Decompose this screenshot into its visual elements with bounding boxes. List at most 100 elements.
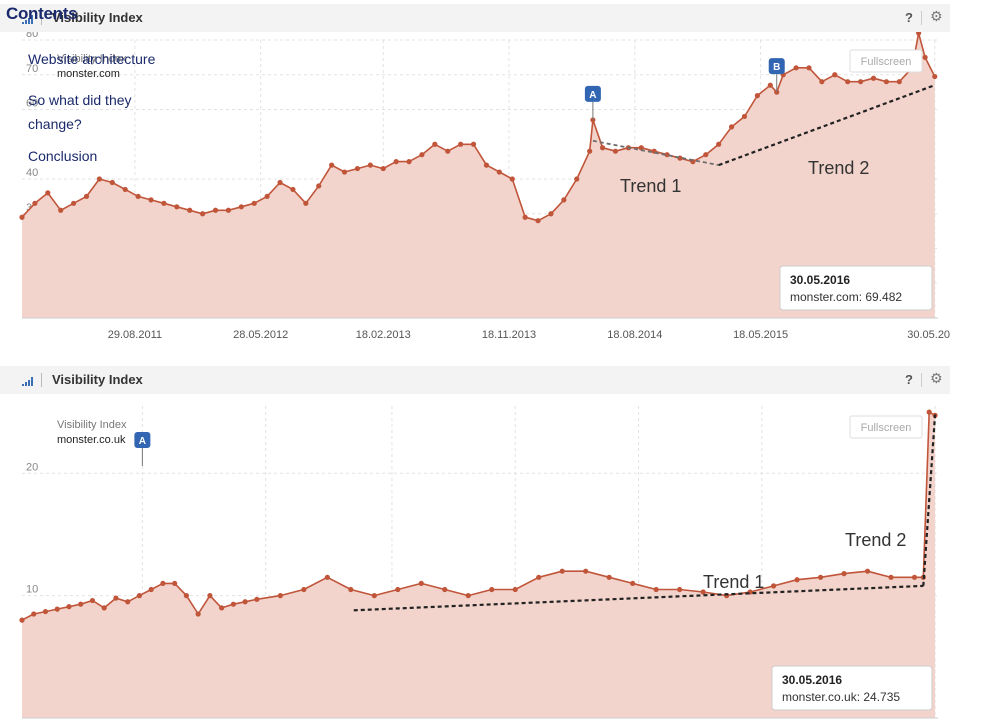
data-point <box>857 79 864 85</box>
data-point <box>19 617 25 623</box>
fullscreen-button[interactable]: Fullscreen <box>849 49 923 73</box>
data-point <box>548 211 554 217</box>
data-point <box>770 583 777 589</box>
legend-title: Visibility Index <box>57 419 127 431</box>
toc-link-what-did-they-change[interactable]: So what did they change? <box>28 92 132 132</box>
data-point <box>606 574 612 580</box>
gear-icon[interactable]: ⚙ <box>930 8 943 24</box>
data-point <box>187 207 193 213</box>
toc-link-conclusion[interactable]: Conclusion <box>28 148 98 164</box>
signal-bars-icon <box>22 15 33 24</box>
data-point <box>599 145 606 151</box>
data-point <box>559 568 565 574</box>
data-point <box>864 568 871 574</box>
signal-bars-icon <box>22 377 33 386</box>
data-point <box>348 586 354 593</box>
data-point <box>638 145 644 151</box>
data-point <box>395 586 401 593</box>
data-point <box>89 597 96 604</box>
help-button[interactable]: ? <box>905 372 913 387</box>
data-point <box>19 214 25 220</box>
trend-line <box>718 84 936 167</box>
data-point <box>212 207 219 213</box>
data-point <box>418 580 424 587</box>
data-point <box>136 593 143 599</box>
marker-badge <box>134 432 151 448</box>
data-point <box>819 79 825 85</box>
legend-title: Visibility Index <box>57 53 127 65</box>
data-point <box>160 580 166 587</box>
data-point <box>238 204 244 210</box>
data-point <box>101 605 107 611</box>
data-point <box>509 176 515 182</box>
data-point <box>583 568 589 574</box>
data-point <box>225 207 232 213</box>
data-point <box>832 72 838 78</box>
data-point <box>465 593 471 599</box>
data-point <box>700 589 706 595</box>
data-point <box>371 593 377 599</box>
panel-header: Visibility Index ? ⚙ <box>0 4 950 32</box>
data-point <box>242 599 248 605</box>
data-point <box>125 599 131 605</box>
legend-domain: monster.com <box>57 68 120 80</box>
data-point <box>195 611 201 617</box>
x-tick-label: 18.08.2014 <box>607 329 662 341</box>
tooltip-date: 30.05.2016 <box>790 273 850 287</box>
y-tick-label: 80 <box>26 32 38 40</box>
tooltip-box <box>779 265 933 311</box>
contents-title: Contents <box>6 4 78 23</box>
data-point <box>587 148 593 154</box>
data-point <box>703 152 709 158</box>
data-point <box>264 193 270 199</box>
data-point <box>677 586 683 593</box>
data-point <box>78 601 84 607</box>
data-point <box>290 186 296 193</box>
contents-overlay: Contents Website architecture So what di… <box>0 0 330 175</box>
fullscreen-button[interactable]: Fullscreen <box>849 415 923 439</box>
y-tick-label: 10 <box>26 584 38 596</box>
data-point <box>794 577 800 583</box>
data-point <box>512 586 518 593</box>
data-point <box>793 65 799 71</box>
tooltip-value: monster.com: 69.482 <box>790 290 902 304</box>
trend-label: Trend 2 <box>845 530 906 550</box>
data-point <box>109 179 115 186</box>
data-point <box>172 580 178 587</box>
data-point <box>83 193 90 199</box>
data-point <box>71 200 77 206</box>
data-point <box>277 179 283 186</box>
data-point <box>341 169 348 175</box>
data-point <box>45 190 51 196</box>
data-point <box>522 214 528 220</box>
data-point <box>31 611 37 617</box>
data-point <box>574 176 580 182</box>
help-button[interactable]: ? <box>905 10 913 25</box>
data-point <box>251 200 257 206</box>
data-point <box>716 141 722 147</box>
gear-icon[interactable]: ⚙ <box>930 370 943 386</box>
data-point <box>219 605 225 611</box>
x-tick-label: 30.05.2016 <box>907 329 950 341</box>
trend-line <box>922 414 937 586</box>
trend-label: Trend 2 <box>808 158 869 178</box>
data-point <box>741 113 748 120</box>
fullscreen-button-label: Fullscreen <box>861 422 912 434</box>
trend-label: Trend 1 <box>703 572 764 592</box>
data-point <box>277 593 283 599</box>
panel-header: Visibility Index ? ⚙ <box>0 366 950 394</box>
toc-link-website-architecture[interactable]: Website architecture <box>28 51 156 67</box>
data-point <box>870 75 877 81</box>
x-tick-label: 18.02.2013 <box>356 329 411 341</box>
data-point <box>230 601 236 607</box>
data-point <box>841 571 847 577</box>
data-point <box>419 152 425 158</box>
data-point <box>96 176 103 182</box>
data-point <box>888 574 894 580</box>
y-tick-label: 60 <box>26 98 38 110</box>
data-point <box>254 596 260 602</box>
x-tick-label: 29.08.2011 <box>108 329 162 341</box>
data-point <box>774 89 780 95</box>
y-tick-label: 20 <box>26 461 38 473</box>
data-point <box>445 148 451 154</box>
